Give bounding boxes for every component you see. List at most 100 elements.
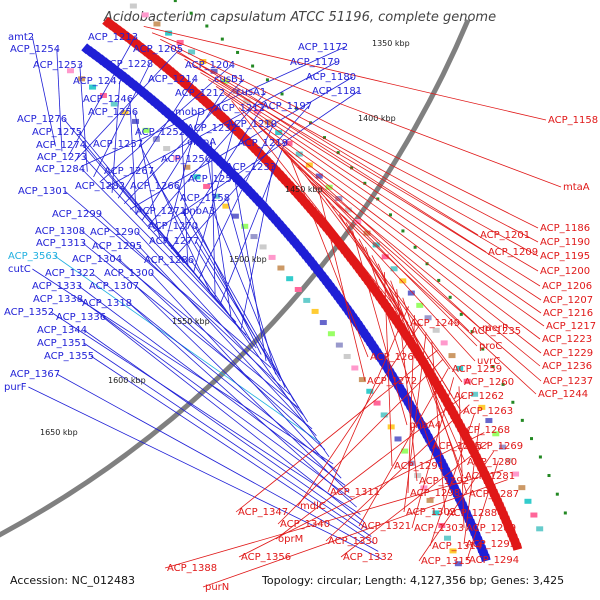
gene-arrow-forward — [223, 165, 235, 176]
gene-label-reverse: ACP_1216 — [543, 308, 593, 319]
gene-label-reverse: ACP_1311 — [330, 487, 380, 498]
gene-label-forward: ACP_1282 — [75, 181, 125, 192]
gene-label-forward: ACP_1333 — [32, 281, 82, 292]
gene-arrow-reverse — [213, 108, 225, 120]
connector-line — [181, 131, 189, 267]
gene-arrow-forward — [126, 77, 137, 89]
kbp-tick-label: 1400 kbp — [358, 114, 396, 123]
feature-dot — [501, 382, 505, 386]
gene-arrow-forward — [243, 185, 255, 196]
gene-label-reverse: ACP_1302 — [406, 507, 456, 518]
connector-line — [78, 131, 205, 286]
gene-label-reverse: ACP_1259 — [452, 364, 502, 375]
connector-line — [150, 272, 342, 479]
cog-block — [454, 561, 462, 567]
gene-arrow-forward — [268, 213, 280, 224]
gene-label-forward: ACP_1276 — [17, 114, 67, 125]
gene-label-forward: ACP_1205 — [133, 44, 183, 55]
cog-block — [275, 130, 283, 136]
gene-label-forward: ACP_1273 — [37, 152, 87, 163]
connector-line — [215, 86, 542, 301]
connector-line — [138, 245, 317, 437]
kbp-ticks: 1350 kbp 1400 kbp 1450 kbp 1500 kbp 1550 kbp… — [40, 39, 410, 437]
cog-block — [407, 290, 415, 296]
feature-dot — [555, 492, 559, 496]
gene-label-reverse: merP — [482, 323, 508, 334]
gene-label-reverse: ACP_1209 — [488, 247, 538, 258]
gene-label-reverse: ACP_1200 — [540, 266, 590, 277]
gene-label-forward: ACP_1257 — [93, 139, 143, 150]
gene-arrow-forward — [220, 162, 232, 173]
cog-block — [387, 424, 395, 430]
gene-label-forward: ACP_1253 — [33, 60, 83, 71]
gene-label-forward: pnbA3 — [183, 206, 215, 217]
connector-line — [297, 166, 541, 367]
gene-arrow-forward — [122, 74, 133, 86]
gene-arrow-reverse — [231, 125, 243, 137]
connector-line — [358, 368, 449, 527]
cog-block — [478, 404, 486, 410]
cog-block — [485, 418, 493, 424]
gene-label-reverse: proC — [479, 341, 502, 352]
gene-arrow-forward — [334, 294, 346, 304]
feature-dot — [459, 312, 463, 316]
gene-label-forward: ACP_1246 — [83, 94, 133, 105]
gene-arrow-forward — [296, 245, 308, 256]
gene-arrow-forward — [317, 271, 329, 282]
cog-block — [264, 119, 272, 125]
gene-arrow-reverse — [252, 146, 263, 157]
gene-arrow-reverse — [275, 170, 287, 181]
gene-label-reverse: ACP_1158 — [548, 115, 598, 126]
connector-line — [83, 342, 372, 537]
cog-block — [471, 391, 479, 397]
gene-arrow-reverse — [278, 174, 290, 185]
gene-label-reverse: ACP_1388 — [167, 563, 217, 574]
gene-label-reverse: ACP_1298 — [410, 488, 460, 499]
connector-line — [208, 79, 541, 287]
gene-arrow-forward — [151, 98, 162, 109]
accession-label: Accession: NC_012483 — [10, 574, 136, 587]
gene-arrow-forward — [233, 175, 245, 186]
connector-line — [384, 272, 393, 467]
gene-label-reverse: ACP_1289 — [466, 523, 516, 534]
connector-line — [235, 350, 438, 513]
gene-arrow-reverse — [406, 339, 418, 349]
connector-line — [151, 32, 562, 188]
connector-line — [136, 231, 304, 416]
connector-line — [234, 178, 267, 362]
gene-arrow-forward — [284, 231, 296, 242]
gene-arrow-forward — [179, 123, 191, 134]
connector-line — [407, 315, 415, 494]
connector-line — [418, 450, 495, 562]
connector-line — [340, 441, 490, 558]
gene-arrow-reverse — [121, 31, 132, 42]
gene-label-forward: ACP_1204 — [185, 60, 235, 71]
connector-line — [238, 432, 485, 558]
gene-arrow-forward — [92, 51, 104, 63]
gene-arrow-forward — [331, 290, 343, 301]
gene-label-forward: ACP_1219 — [238, 138, 288, 149]
gene-arrow-forward — [311, 264, 323, 274]
gene-arrow-reverse — [245, 139, 256, 150]
connector-lines — [28, 26, 562, 588]
gene-label-reverse: ACP_1347 — [238, 507, 288, 518]
kbp-tick-label: 1350 kbp — [372, 39, 410, 48]
gene-arrow-reverse — [291, 188, 303, 199]
connector-line — [184, 58, 487, 253]
connector-line — [311, 182, 542, 382]
cog-block — [285, 140, 293, 146]
cog-block — [325, 184, 333, 190]
feature-dot — [401, 229, 405, 233]
cog-block — [268, 254, 276, 260]
gene-arrow-forward — [308, 260, 320, 271]
gene-label-reverse: ACP_1315 — [421, 556, 471, 567]
feature-dot — [538, 455, 542, 459]
feature-dot — [530, 437, 534, 441]
feature-dot — [481, 347, 485, 351]
gene-label-reverse: mdlC — [300, 501, 326, 512]
gene-arrow-forward — [169, 113, 180, 125]
connector-line — [83, 156, 237, 323]
gene-arrow-forward — [147, 95, 159, 106]
gene-label-reverse: ACP_1332 — [343, 552, 393, 563]
gene-label-forward: ACP_1307 — [89, 281, 139, 292]
